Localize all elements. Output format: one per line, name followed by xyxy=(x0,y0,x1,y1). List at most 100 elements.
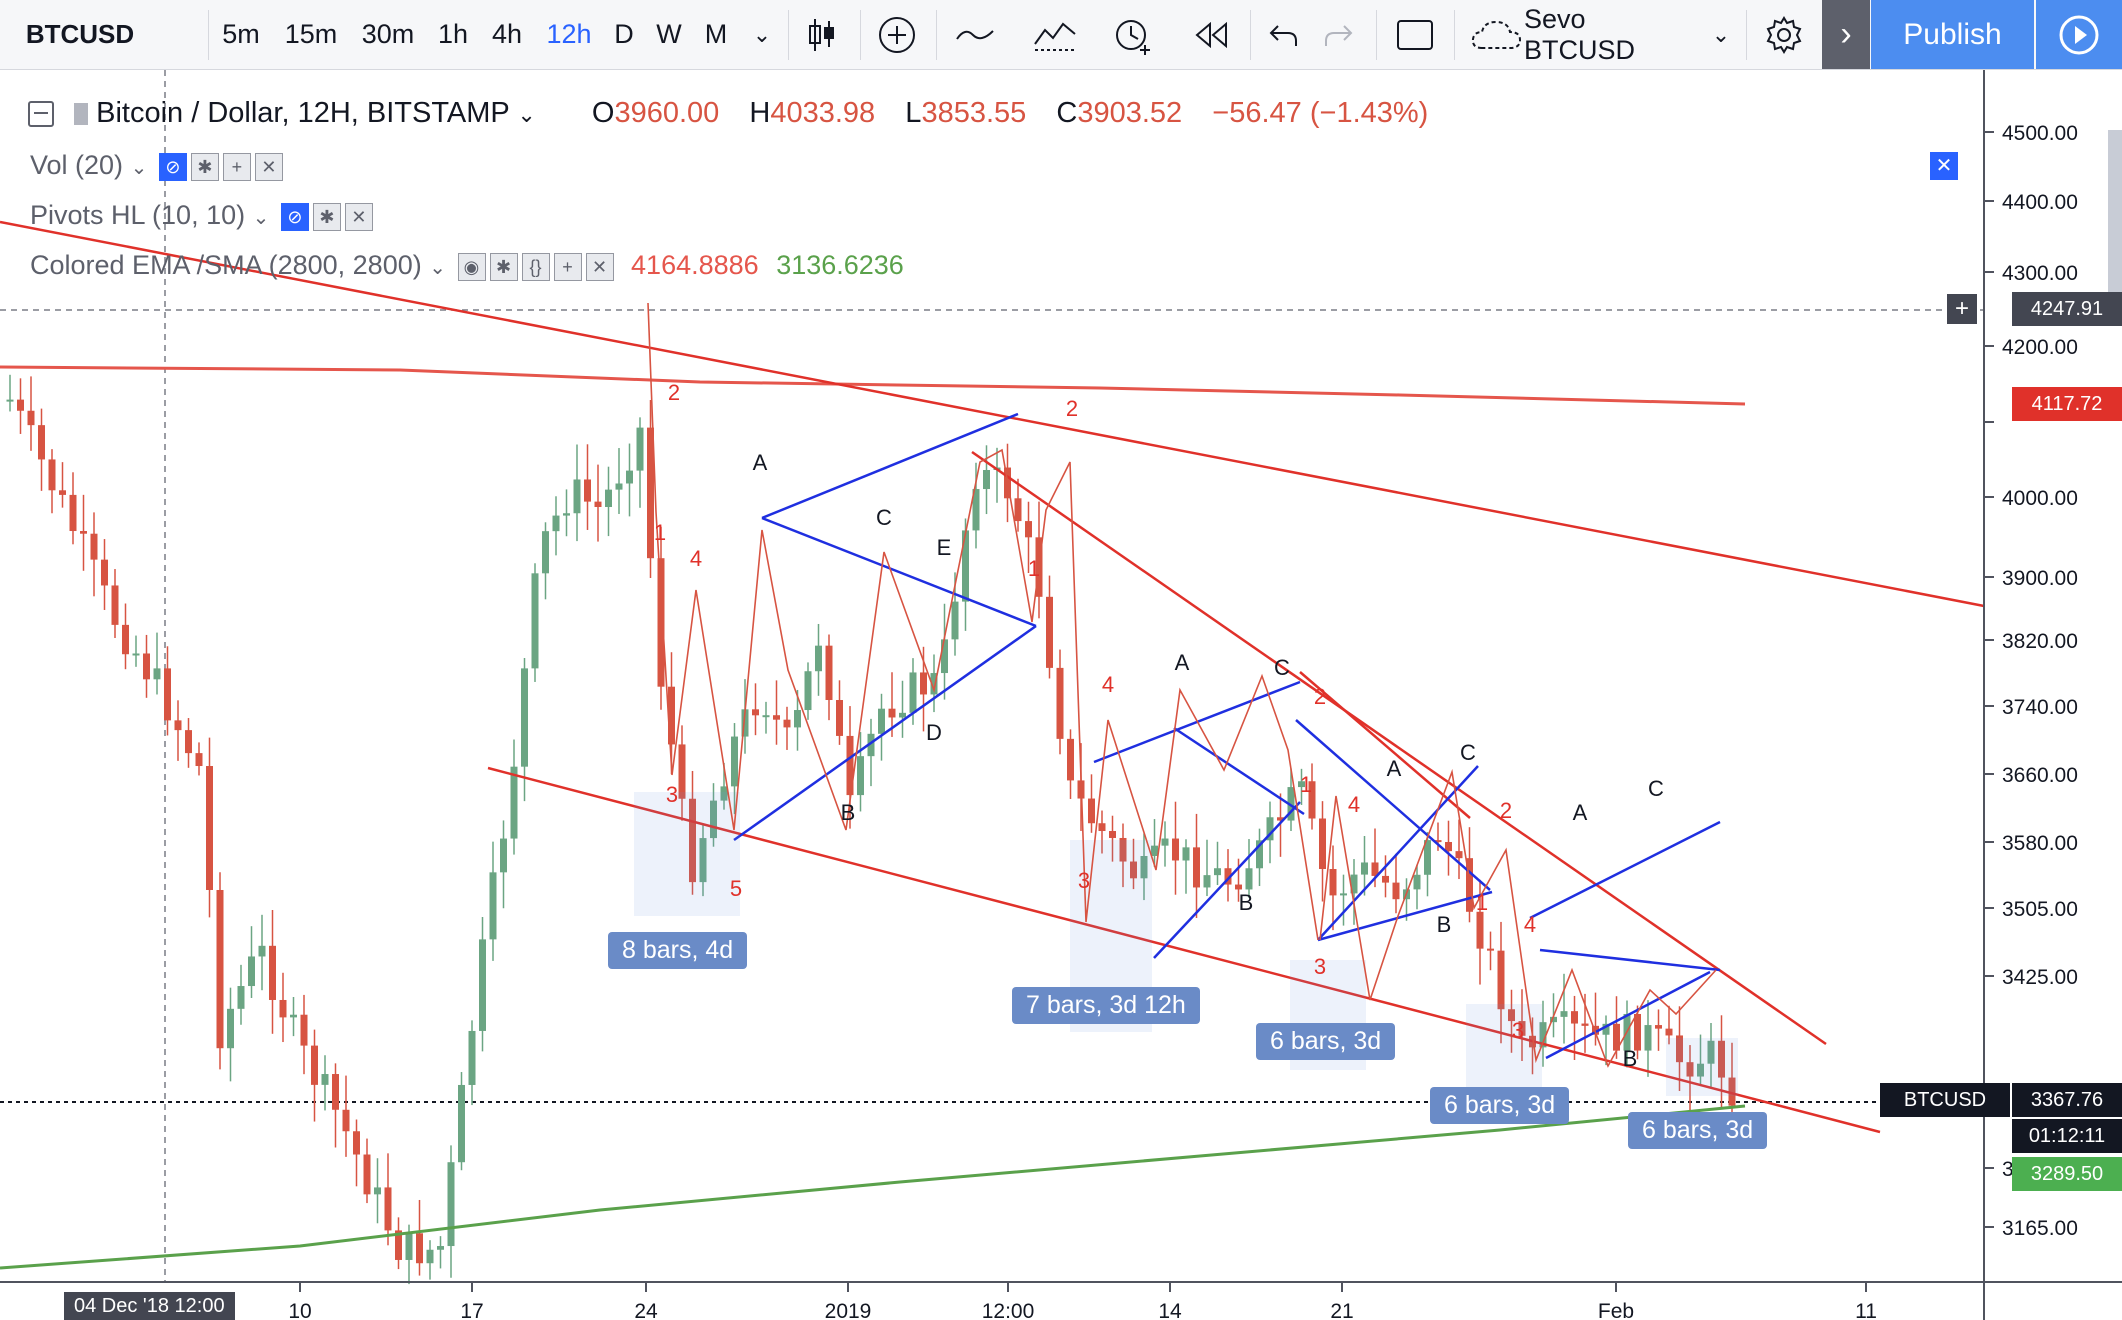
candle-body xyxy=(426,1249,434,1264)
candle-body xyxy=(468,1030,476,1085)
interval-12h[interactable]: 12h xyxy=(546,19,592,49)
candle-body xyxy=(279,999,287,1018)
pattern-line xyxy=(1539,948,1721,972)
close-icon[interactable]: ✕ xyxy=(585,252,614,281)
chevron-down-icon[interactable]: ⌄ xyxy=(130,157,148,179)
collapse-legend-icon[interactable] xyxy=(28,101,54,128)
chevron-down-icon[interactable]: ⌄ xyxy=(252,207,270,229)
candle-body xyxy=(962,530,969,602)
interval-15m[interactable]: 15m xyxy=(284,19,338,49)
ema-label[interactable]: Colored EMA /SMA (2800, 2800) xyxy=(30,250,422,280)
chevron-down-icon[interactable]: ⌄ xyxy=(429,257,446,279)
wave-label: 2 xyxy=(1066,396,1078,421)
candle-body xyxy=(1119,837,1127,862)
interval-30m[interactable]: 30m xyxy=(361,19,415,49)
redo-icon[interactable] xyxy=(1312,0,1366,69)
bar-countdown-label: 01:12:11 xyxy=(2012,1119,2122,1153)
interval-1h[interactable]: 1h xyxy=(437,19,469,49)
visibility-icon[interactable]: ◉ xyxy=(457,252,486,281)
more-icon[interactable]: + xyxy=(553,252,582,281)
candle-body xyxy=(899,712,906,718)
settings-gear-icon[interactable]: ✱ xyxy=(489,252,518,281)
bars-range-label[interactable]: 6 bars, 3d xyxy=(1628,1112,1768,1149)
candle-body xyxy=(132,653,140,656)
chevron-down-icon[interactable]: ⌄ xyxy=(752,21,772,47)
candle-body xyxy=(1308,781,1316,819)
close-icon[interactable]: ✕ xyxy=(254,152,283,181)
candle-body xyxy=(794,710,801,728)
ema2-price-label: 3289.50 xyxy=(2012,1157,2122,1191)
candle-body xyxy=(122,624,129,655)
chevron-down-icon[interactable]: ⌄ xyxy=(517,102,536,127)
settings-gear-icon[interactable]: ✱ xyxy=(312,202,341,231)
divider xyxy=(1376,10,1377,60)
wave-label: B xyxy=(1239,890,1254,915)
settings-gear-icon[interactable] xyxy=(1752,0,1816,69)
high-value: 4033.98 xyxy=(770,97,876,129)
candle-body xyxy=(1718,1040,1725,1078)
wave-label: 1 xyxy=(1300,772,1312,797)
wave-label: 1 xyxy=(1028,556,1040,581)
candle-body xyxy=(447,1162,455,1247)
interval-4h[interactable]: 4h xyxy=(491,19,523,49)
bars-range-label[interactable]: 6 bars, 3d xyxy=(1256,1023,1396,1060)
settings-gear-icon[interactable]: ✱ xyxy=(190,152,219,181)
collapse-panel-icon[interactable]: › xyxy=(1822,0,1870,69)
candle-body xyxy=(594,501,602,508)
candle-body xyxy=(1676,1035,1683,1063)
add-indicator-icon[interactable] xyxy=(866,0,928,69)
visibility-icon[interactable]: ⊘ xyxy=(280,202,309,231)
wave-label: 4 xyxy=(1102,672,1114,697)
interval-w[interactable]: W xyxy=(656,19,682,49)
play-icon[interactable] xyxy=(2036,0,2122,69)
alert-clock-icon[interactable] xyxy=(1102,0,1164,69)
wave-label: A xyxy=(1573,800,1588,825)
source-code-icon[interactable]: {} xyxy=(521,252,550,281)
interval-5m[interactable]: 5m xyxy=(222,19,260,49)
candlestick-icon[interactable] xyxy=(796,0,848,69)
time-tick-label: 21 xyxy=(1330,1300,1353,1320)
candle-body xyxy=(1487,948,1494,951)
ema-value-2: 3136.6236 xyxy=(776,250,904,280)
bars-range-label[interactable]: 8 bars, 4d xyxy=(608,932,748,969)
volume-label[interactable]: Vol (20) xyxy=(30,150,124,180)
ema-price-label: 4117.72 xyxy=(2012,387,2122,421)
indicators-wave-icon[interactable] xyxy=(944,0,1006,69)
candle-body xyxy=(1371,862,1379,876)
wave-path xyxy=(647,302,1319,941)
bars-range-label[interactable]: 7 bars, 3d 12h xyxy=(1012,987,1200,1024)
candle-body xyxy=(353,1131,360,1155)
chart-layout-name[interactable]: Sevo BTCUSD xyxy=(1524,3,1636,65)
candle-body xyxy=(489,872,497,940)
date-range-box xyxy=(1666,1038,1738,1096)
series-title[interactable]: Bitcoin / Dollar, 12H, BITSTAMP xyxy=(96,97,510,129)
chevron-down-icon[interactable]: ⌄ xyxy=(1711,21,1731,47)
candle-body xyxy=(1014,498,1022,522)
bars-range-label[interactable]: 6 bars, 3d xyxy=(1430,1087,1570,1124)
crosshair-add-icon[interactable]: + xyxy=(1947,294,1977,324)
candle-body xyxy=(563,513,570,516)
compare-icon[interactable] xyxy=(1024,0,1086,69)
more-icon[interactable]: + xyxy=(222,152,251,181)
pivots-label[interactable]: Pivots HL (10, 10) xyxy=(30,200,246,230)
candle-body xyxy=(405,1233,413,1260)
close-icon[interactable]: ✕ xyxy=(344,202,373,231)
cloud-icon[interactable] xyxy=(1464,0,1528,69)
replay-icon[interactable] xyxy=(1180,0,1242,69)
publish-button[interactable]: Publish xyxy=(1871,0,2034,69)
candle-body xyxy=(1266,817,1274,841)
time-tick-label: 17 xyxy=(460,1300,483,1320)
fullscreen-icon[interactable] xyxy=(1384,0,1446,69)
interval-d[interactable]: D xyxy=(614,19,634,49)
undo-icon[interactable] xyxy=(1256,0,1310,69)
low-label: L xyxy=(905,97,922,129)
wave-label: A xyxy=(1175,650,1190,675)
visibility-icon[interactable]: ⊘ xyxy=(158,152,187,181)
maximize-pane-icon[interactable]: ✕ xyxy=(1930,152,1958,180)
interval-m[interactable]: M xyxy=(704,19,728,49)
candle-body xyxy=(867,733,875,757)
symbol-search[interactable]: BTCUSD xyxy=(25,19,135,49)
price-tick-label: 4200.00 xyxy=(2002,336,2078,359)
